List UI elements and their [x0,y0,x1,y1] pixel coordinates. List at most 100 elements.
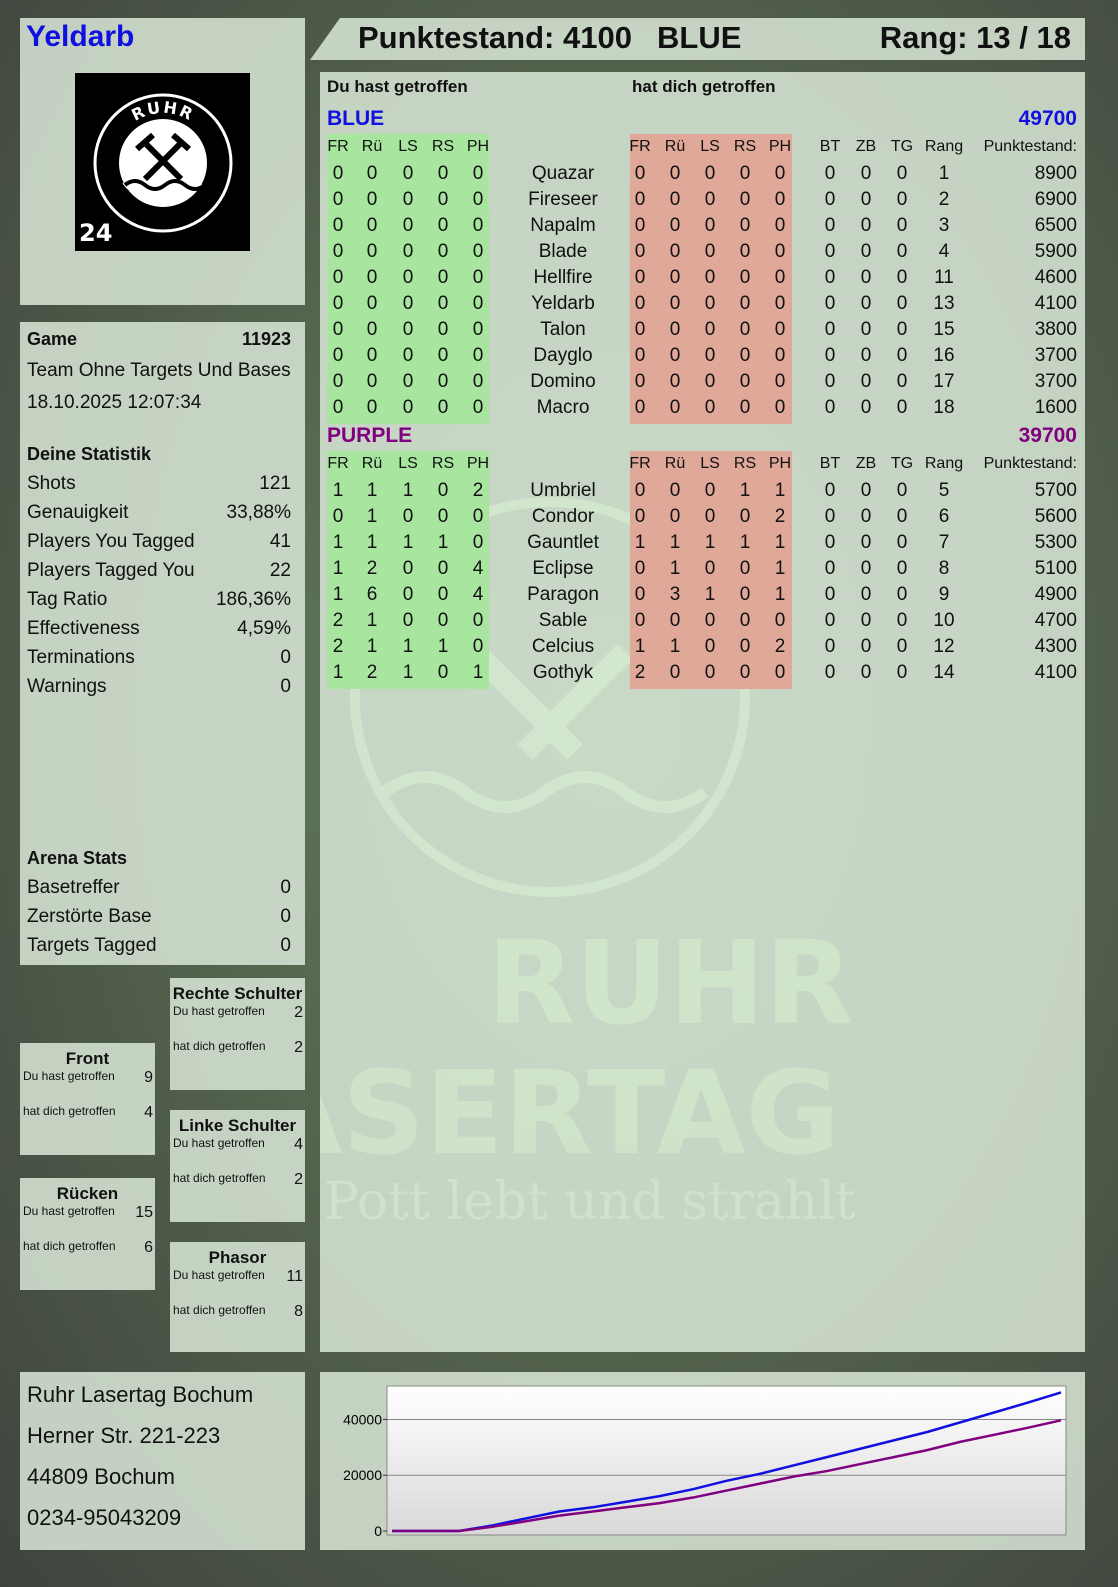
hit-zone-phasor: Phasor Du hast getroffen 11 hat dich getrof… [170,1242,305,1352]
stat-cell: 0 [704,163,716,184]
stat-value: 186,36% [215,589,291,610]
stat-cell: 0 [896,267,908,288]
stat-cell: 0 [739,636,751,657]
player-row[interactable]: 2 1 0 0 0 Sable 0 0 0 0 0 0 0 0 10 4700 [320,610,1085,636]
stat-cell: 0 [824,610,836,631]
player-score: Punktestand: 4100 [358,20,632,55]
hit-you-label: hat dich getroffen [23,1239,116,1253]
hit-zone-title: Rechte Schulter [172,984,303,1003]
stat-cell: 0 [704,558,716,579]
stat-cell: 6 [938,506,950,527]
stat-cell: 0 [332,345,344,366]
stat-cell: 0 [332,397,344,418]
stat-cell: 1 [366,610,378,631]
arena-row: Targets Tagged 0 [27,935,291,957]
player-row[interactable]: 0 0 0 0 0 Napalm 0 0 0 0 0 0 0 0 3 6500 [320,215,1085,241]
stat-cell: 0 [739,267,751,288]
stat-value: 0 [280,647,291,668]
player-row[interactable]: 0 1 0 0 0 Condor 0 0 0 0 2 0 0 0 6 5600 [320,506,1085,532]
stat-cell: 0 [896,506,908,527]
player-row[interactable]: 0 0 0 0 0 Domino 0 0 0 0 0 0 0 0 17 3700 [320,371,1085,397]
stat-cell: 0 [402,189,414,210]
stat-cell: 0 [669,371,681,392]
stat-cell: 0 [669,345,681,366]
player-score-cell: 5700 [1034,480,1077,501]
stat-cell: 0 [739,558,751,579]
player-row[interactable]: 2 1 1 1 0 Celcius 1 1 0 0 2 0 0 0 12 4300 [320,636,1085,662]
stat-cell: 0 [332,293,344,314]
column-header: FR [327,138,349,155]
y-tick-label: 40000 [343,1411,382,1427]
stat-cell: 0 [896,662,908,683]
stat-value: 41 [269,531,291,552]
you-hit-row: Du hast getroffen 4 [170,1136,305,1171]
player-name-cell: Macro [536,397,590,418]
stat-cell: 0 [332,319,344,340]
stat-cell: 0 [669,267,681,288]
player-row[interactable]: 0 0 0 0 0 Blade 0 0 0 0 0 0 0 0 4 5900 [320,241,1085,267]
stat-cell: 3 [669,584,681,605]
player-name-cell: Blade [538,241,588,262]
you-hit-label: Du hast getroffen [173,1268,265,1282]
stat-cell: 1 [332,532,344,553]
player-row[interactable]: 1 6 0 0 4 Paragon 0 3 1 0 1 0 0 0 9 4900 [320,584,1085,610]
stat-cell: 0 [896,397,908,418]
stat-cell: 0 [366,267,378,288]
arena-label: Zerstörte Base [27,906,152,927]
column-header: Rang [924,138,964,155]
stat-cell: 0 [704,293,716,314]
player-row[interactable]: 0 0 0 0 0 Macro 0 0 0 0 0 0 0 0 18 1600 [320,397,1085,423]
stat-cell: 0 [402,215,414,236]
player-name-cell: Umbriel [530,480,596,501]
stat-cell: 0 [896,371,908,392]
watermark-lasertag: LASERTAG [320,1047,840,1181]
player-score-cell: 5600 [1034,506,1077,527]
stat-cell: 0 [366,293,378,314]
player-row[interactable]: 0 0 0 0 0 Quazar 0 0 0 0 0 0 0 0 1 8900 [320,163,1085,189]
player-row[interactable]: 0 0 0 0 0 Dayglo 0 0 0 0 0 0 0 0 16 3700 [320,345,1085,371]
player-row[interactable]: 0 0 0 0 0 Talon 0 0 0 0 0 0 0 0 15 3800 [320,319,1085,345]
you-hit-row: Du hast getroffen 15 [20,1204,155,1239]
stat-value: 33,88% [226,502,291,523]
player-row[interactable]: 0 0 0 0 0 Hellfire 0 0 0 0 0 0 0 0 11 4600 [320,267,1085,293]
you-hit-row: Du hast getroffen 2 [170,1004,305,1039]
stat-cell: 18 [933,397,955,418]
player-row[interactable]: 1 2 1 0 1 Gothyk 2 0 0 0 0 0 0 0 14 4100 [320,662,1085,688]
stat-cell: 0 [402,319,414,340]
stat-label: Tag Ratio [27,589,108,610]
stat-cell: 0 [669,215,681,236]
player-row[interactable]: 1 2 0 0 4 Eclipse 0 1 0 0 1 0 0 0 8 5100 [320,558,1085,584]
stat-cell: 0 [366,215,378,236]
hit-you-value: 8 [294,1303,303,1320]
hit-you-row: hat dich getroffen 2 [170,1171,305,1206]
player-name: Yeldarb [26,20,135,53]
stat-cell: 1 [739,532,751,553]
player-score-cell: 3700 [1034,371,1077,392]
stat-cell: 1 [774,558,786,579]
stat-cell: 0 [739,215,751,236]
stat-cell: 0 [437,293,449,314]
stat-cell: 0 [366,189,378,210]
column-header: FR [327,455,349,472]
player-row[interactable]: 0 0 0 0 0 Yeldarb 0 0 0 0 0 0 0 0 13 4100 [320,293,1085,319]
player-row[interactable]: 1 1 1 1 0 Gauntlet 1 1 1 1 1 0 0 0 7 5300 [320,532,1085,558]
stat-cell: 0 [437,506,449,527]
player-row[interactable]: 1 1 1 0 2 Umbriel 0 0 0 1 1 0 0 0 5 5700 [320,480,1085,506]
player-row[interactable]: 0 0 0 0 0 Fireseer 0 0 0 0 0 0 0 0 2 6900 [320,189,1085,215]
stat-cell: 0 [366,345,378,366]
you-hit-value: 15 [135,1204,153,1221]
stat-cell: 0 [472,610,484,631]
stat-cell: 0 [437,319,449,340]
stat-cell: 0 [774,241,786,262]
stat-cell: 0 [704,189,716,210]
stat-cell: 10 [933,610,955,631]
stat-cell: 0 [824,397,836,418]
arena-row: Basetreffer 0 [27,877,291,899]
stat-label: Effectiveness [27,618,140,639]
stat-cell: 1 [704,532,716,553]
stat-cell: 0 [332,371,344,392]
you-hit-label: Du hast getroffen [23,1204,115,1218]
stat-cell: 0 [704,215,716,236]
stat-cell: 0 [669,293,681,314]
stat-cell: 0 [634,480,646,501]
